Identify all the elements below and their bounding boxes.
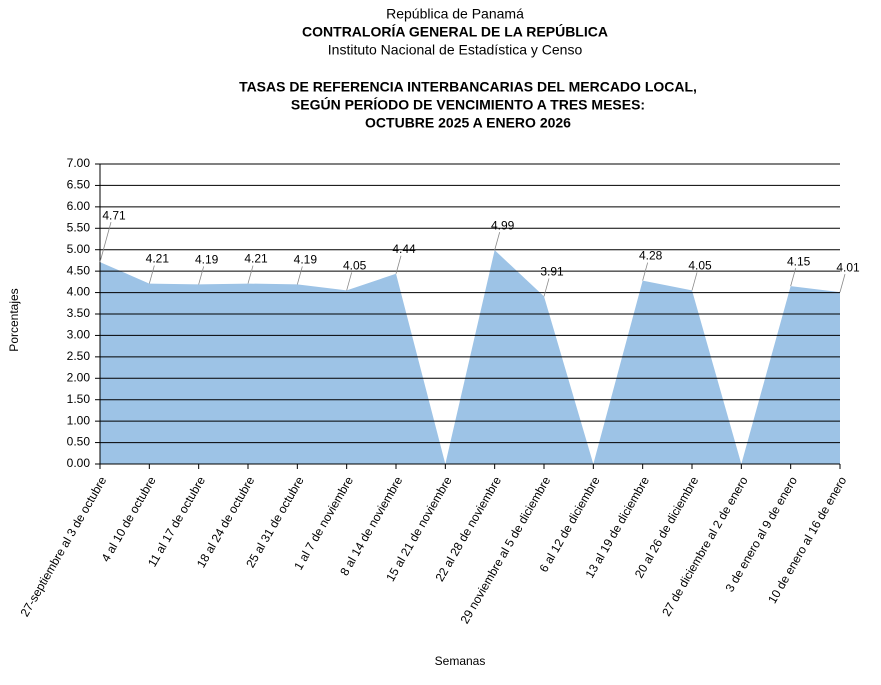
data-label: 4.21 xyxy=(244,252,268,266)
y-tick-label: 2.50 xyxy=(67,349,91,363)
y-tick-label: 1.00 xyxy=(67,413,91,427)
x-tick-label: 29 noviembre al 5 de diciembre xyxy=(458,474,554,626)
label-leader xyxy=(99,222,112,263)
label-leader xyxy=(691,272,698,291)
chart-title: TASAS DE REFERENCIA INTERBANCARIAS DEL M… xyxy=(239,79,697,95)
label-leader xyxy=(296,266,303,285)
x-tick-label: 27 de diciembre al 2 de enero xyxy=(659,474,751,619)
label-leader xyxy=(148,265,155,284)
data-label: 4.19 xyxy=(195,253,219,267)
y-tick-label: 5.50 xyxy=(67,220,91,234)
y-axis-label: Porcentajes xyxy=(7,288,21,351)
y-tick-label: 0.00 xyxy=(67,456,91,470)
data-label: 4.21 xyxy=(146,252,170,266)
label-leader xyxy=(198,266,205,285)
data-label: 4.28 xyxy=(639,249,663,263)
label-leader xyxy=(247,265,254,284)
data-label: 4.19 xyxy=(294,253,318,267)
label-leader xyxy=(494,232,501,251)
label-leader xyxy=(543,278,550,297)
x-axis-label: Semanas xyxy=(435,654,486,668)
label-leader xyxy=(790,268,797,287)
label-leader xyxy=(642,262,649,281)
y-tick-label: 3.00 xyxy=(67,328,91,342)
data-label: 4.01 xyxy=(836,260,860,274)
header: CONTRALORÍA GENERAL DE LA REPÚBLICA xyxy=(302,23,608,40)
chart-title: OCTUBRE 2025 A ENERO 2026 xyxy=(365,115,571,131)
data-label: 4.05 xyxy=(343,259,367,273)
header: Instituto Nacional de Estadística y Cens… xyxy=(328,42,583,58)
data-label: 4.44 xyxy=(392,242,416,256)
label-leader xyxy=(346,272,353,291)
y-tick-label: 2.00 xyxy=(67,370,91,384)
data-label: 4.05 xyxy=(688,259,712,273)
data-label: 4.99 xyxy=(491,218,515,232)
label-leader xyxy=(395,255,402,274)
data-label: 4.71 xyxy=(102,208,126,222)
y-tick-label: 0.50 xyxy=(67,435,91,449)
data-label: 4.15 xyxy=(787,254,811,268)
area xyxy=(100,250,840,464)
header: República de Panamá xyxy=(386,6,524,22)
y-tick-label: 4.50 xyxy=(67,263,91,277)
y-tick-label: 6.50 xyxy=(67,178,91,192)
y-tick-label: 7.00 xyxy=(67,156,91,170)
y-tick-label: 4.00 xyxy=(67,285,91,299)
y-tick-label: 3.50 xyxy=(67,306,91,320)
y-tick-label: 5.00 xyxy=(67,242,91,256)
x-tick-label: 27-septiembre al 3 de octubre xyxy=(18,474,110,619)
x-tick-label: 4 al 10 de octubre xyxy=(99,474,159,564)
data-label: 3.91 xyxy=(540,265,564,279)
chart-title: SEGÚN PERÍODO DE VENCIMIENTO A TRES MESE… xyxy=(291,96,645,113)
y-tick-label: 6.00 xyxy=(67,199,91,213)
label-leader xyxy=(839,274,846,293)
y-tick-label: 1.50 xyxy=(67,392,91,406)
